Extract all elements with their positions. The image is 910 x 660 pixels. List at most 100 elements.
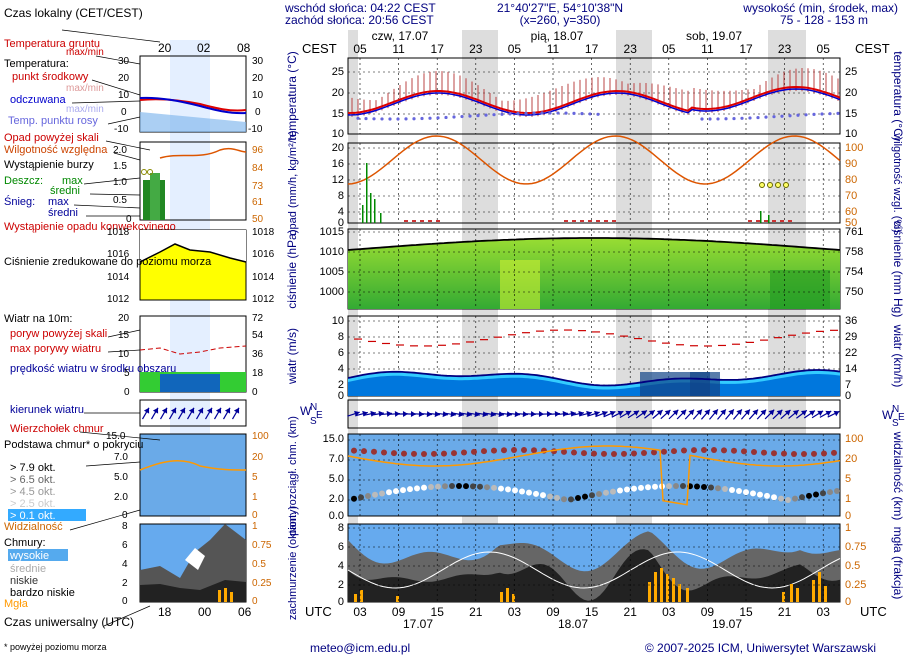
wind-arrow-head <box>378 410 384 417</box>
cloud-base-dot <box>421 484 427 491</box>
hour-label-bottom: 03 <box>817 605 831 619</box>
tick: 15 <box>332 108 344 120</box>
tick: 2.0 <box>329 493 344 505</box>
cloud-top-dot <box>501 447 507 454</box>
legend-c1-bg <box>8 460 86 472</box>
legend-soil: Temperatura gruntu <box>4 38 100 50</box>
legend-c5: > 0.1 okt. <box>10 510 56 522</box>
legend-conv-text: Wystąpienie opadu konwekcyjnego <box>4 221 176 233</box>
wind-arrow <box>748 409 759 420</box>
cloud-base-dot <box>512 487 518 494</box>
dew-point-dot <box>756 115 760 120</box>
legend-clouds-ticks: 8 6 4 2 0 1 0.75 0.5 0.25 0 <box>122 521 272 607</box>
wind-arrow-head <box>434 411 440 418</box>
cloud-base-dot <box>631 485 637 492</box>
conv-marker <box>764 220 768 222</box>
day-label-1: czw, 17.07 <box>372 29 429 43</box>
cloud-base-dot <box>442 483 448 490</box>
tick: 1016 <box>252 249 275 260</box>
date-label-2: 18.07 <box>558 617 588 631</box>
dew-point-dot <box>492 113 496 117</box>
compass-s: S <box>310 416 317 427</box>
conv-marker <box>788 220 792 222</box>
wind-arrow <box>692 409 703 420</box>
wind-arrow-head <box>672 409 679 416</box>
conv-marker <box>572 220 576 222</box>
legend-dew-area <box>140 112 246 132</box>
legend-pressure-label: Ciśnienie zredukowane do poziomu morza <box>4 256 212 268</box>
compass-e: E <box>316 410 323 421</box>
footer-email[interactable]: meteo@icm.edu.pl <box>310 641 410 655</box>
hour-label-bottom: 03 <box>508 605 522 619</box>
legend-clouds-mid: średnie <box>10 563 46 575</box>
dew-point-dot <box>364 116 368 121</box>
precip-ticks-left: 20 16 12 8 4 0 <box>332 142 344 229</box>
fog-bar <box>672 578 675 602</box>
tick: 7.0 <box>114 452 128 463</box>
tick: 6 <box>338 347 344 359</box>
wind-arrow <box>186 407 195 420</box>
temperature-series <box>347 68 841 121</box>
legend-humidity-line <box>159 147 247 159</box>
wind-arrow-head <box>776 409 783 416</box>
cloud-base-dot <box>435 483 441 490</box>
legend-cloud-base: Podstawa chmur* o pokryciu <box>4 439 143 451</box>
conv-marker <box>756 220 760 222</box>
clouds-top-ticks-left: 15.0 7.0 5.0 2.0 0.0 <box>323 433 344 522</box>
tick: 1 <box>252 492 258 503</box>
wind-arrow <box>168 407 177 420</box>
cloud-base-dot <box>645 484 651 491</box>
legend-clouds-high: wysokie <box>9 550 49 562</box>
dew-point-dot <box>420 116 424 121</box>
tick: 60 <box>845 206 857 218</box>
cloud-base-dot <box>652 483 658 490</box>
legend-clouds-low: niskie <box>10 575 38 587</box>
fog-bar <box>686 588 689 602</box>
compass-n: N <box>310 402 317 413</box>
tick: 750 <box>845 286 863 298</box>
tick: 0 <box>845 510 851 522</box>
dew-point-dot <box>580 112 584 116</box>
cloud-top-dot <box>821 450 827 457</box>
pressure-axis-right: ciśnienie (mm Hg) <box>891 221 905 318</box>
dew-point-dot <box>708 117 712 121</box>
conv-marker <box>580 220 584 222</box>
dew-point-dot <box>772 115 776 119</box>
cloud-base-dot <box>568 496 574 503</box>
wind-arrow <box>595 410 608 418</box>
conv-marker <box>428 220 432 222</box>
legend-soil-sub: max/min <box>66 47 104 58</box>
wind-arrow <box>652 409 663 419</box>
cloud-base-dot <box>414 485 420 492</box>
dew-point-dot <box>380 117 384 121</box>
cloud-base-dot <box>722 486 728 493</box>
cloud-base-dot <box>379 490 385 497</box>
precip-grid <box>348 143 840 223</box>
legend-rain-max: max <box>62 175 83 187</box>
clouds-top-axis-right: widzialność (km) <box>891 431 905 521</box>
tick: 20 <box>118 313 130 324</box>
cloud-top-dot <box>731 447 737 454</box>
dew-point-dot <box>548 111 552 115</box>
local-hour: 02 <box>197 41 211 55</box>
tick: 72 <box>252 313 264 324</box>
cloud-top-dot <box>601 450 607 457</box>
legend-temp-maxmin: max/min <box>66 83 104 94</box>
hour-label-top: 23 <box>624 42 638 56</box>
tick: -10 <box>114 124 129 135</box>
tick: 20 <box>845 453 857 465</box>
cest-label-left: CEST <box>302 41 337 56</box>
wind-arrow-head <box>442 411 448 418</box>
clouds-axis-right: mgła (frakcja) <box>891 527 905 600</box>
cloud-top-dot <box>451 450 457 457</box>
tick: 0 <box>338 390 344 402</box>
cloud-base-dot <box>505 486 511 493</box>
footer-copyright: © 2007-2025 ICM, Uniwersytet Warszawski <box>645 641 876 655</box>
wind-arrow <box>195 407 204 420</box>
tick: 22 <box>845 347 857 359</box>
legend: Czas lokalny (CET/CEST) 20 02 08 Tempera… <box>4 6 275 652</box>
cloud-top-dot <box>831 449 837 456</box>
wind-arrow-head <box>656 410 663 416</box>
dew-point-dot <box>564 111 568 115</box>
